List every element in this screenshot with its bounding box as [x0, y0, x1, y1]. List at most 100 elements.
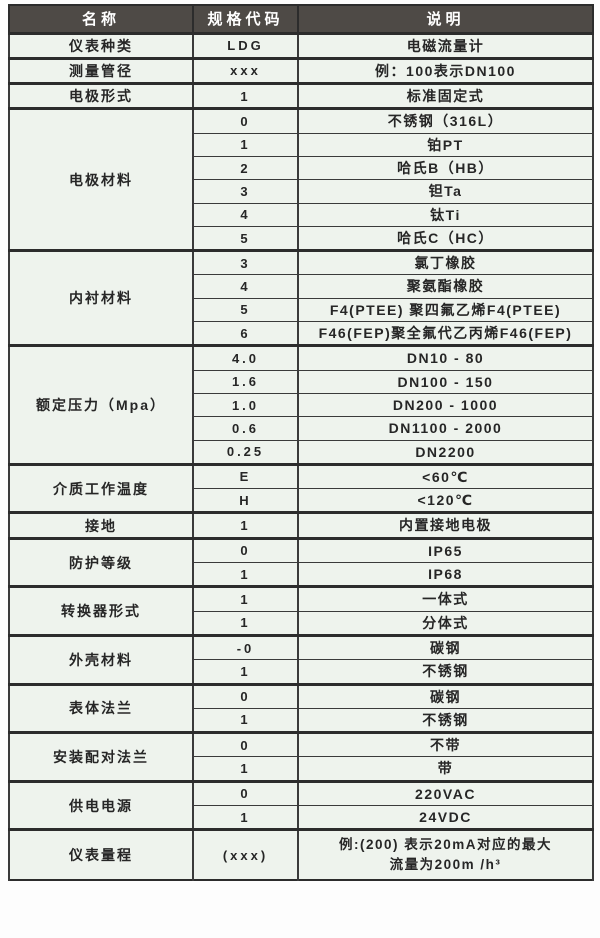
spec-description: 不锈钢	[297, 707, 594, 734]
spec-description: F4(PTEE) 聚四氟乙烯F4(PTEE)	[297, 297, 594, 323]
spec-description: 不带	[297, 731, 594, 758]
spec-description: 例：100表示DN100	[297, 56, 594, 85]
spec-code: 0.6	[192, 416, 299, 441]
spec-code: xxx	[192, 56, 299, 85]
table-row: 3 钽Ta	[9, 179, 594, 204]
table-row: 0.6 DN1100 - 2000	[9, 416, 594, 441]
group-name: 仪表量程	[8, 828, 194, 881]
table-row: 外壳材料 -0 碳钢	[8, 633, 594, 685]
table-row: 1.0 DN200 - 1000	[9, 392, 594, 418]
group-name: 测量管径	[8, 56, 194, 85]
spec-code: 0	[192, 731, 299, 758]
spec-description: 带	[297, 756, 594, 782]
spec-code: 1	[192, 756, 299, 782]
spec-description: <60℃	[297, 462, 594, 490]
group-name: 电极材料	[8, 107, 194, 252]
spec-description: 铂PT	[297, 132, 594, 157]
spec-description: 例:(200) 表示20mA对应的最大 流量为200m /h³	[297, 828, 594, 881]
table-row: 1 24VDC	[9, 804, 594, 831]
spec-code: 0	[192, 107, 299, 134]
spec-description: DN2200	[297, 439, 594, 465]
spec-description: 哈氏C（HC）	[297, 225, 594, 252]
group-name: 电极形式	[8, 82, 194, 110]
spec-description: 标准固定式	[297, 82, 594, 110]
table-row: 转换器形式 1 一体式	[8, 585, 594, 636]
spec-description: 分体式	[297, 610, 594, 636]
spec-code: H	[192, 488, 299, 514]
table-row: 电极形式 1 标准固定式	[8, 82, 594, 110]
table-row: 仪表量程 (xxx) 例:(200) 表示20mA对应的最大 流量为200m /h³	[8, 828, 594, 881]
spec-description: 不锈钢	[297, 659, 594, 685]
spec-code: 0.25	[192, 439, 299, 465]
spec-code: 4	[192, 274, 299, 299]
table-row: 测量管径 xxx 例：100表示DN100	[8, 56, 594, 85]
spec-description: 氯丁橡胶	[297, 249, 594, 276]
flow-meter-spec-table: 名称 规格代码 说明 仪表种类 LDG 电磁流量计 测量管径 xxx 例：100表示DN1…	[8, 4, 594, 881]
table-row: 2 哈氏B（HB）	[9, 155, 594, 181]
spec-description: 内置接地电极	[297, 511, 594, 539]
spec-code: 5	[192, 225, 299, 252]
spec-code: 1	[192, 511, 299, 539]
spec-code: E	[192, 462, 299, 490]
col-header-name: 名称	[8, 4, 194, 35]
spec-description: 电磁流量计	[297, 31, 594, 59]
spec-code: LDG	[192, 31, 299, 59]
table-row: 内衬材料 3 氯丁橡胶	[8, 249, 594, 347]
table-row: 5 哈氏C（HC）	[9, 225, 594, 252]
group-name: 内衬材料	[8, 249, 194, 347]
spec-code: 4.0	[192, 344, 299, 371]
table-row: 额定压力（Mpa） 4.0 DN10 - 80	[8, 344, 594, 465]
table-row: 仪表种类 LDG 电磁流量计	[8, 31, 594, 59]
spec-code: 1	[192, 804, 299, 831]
table-row: 4 钛Ti	[9, 202, 594, 227]
spec-description: F46(FEP)聚全氟代乙丙烯F46(FEP)	[297, 321, 594, 347]
group-name: 防护等级	[8, 536, 194, 588]
spec-code: 1	[192, 82, 299, 110]
spec-code: 3	[192, 249, 299, 276]
spec-description: 碳钢	[297, 682, 594, 709]
spec-code: 1	[192, 132, 299, 157]
group-name: 额定压力（Mpa）	[8, 344, 194, 465]
table-row: 介质工作温度 E <60℃	[8, 462, 594, 514]
table-row: 6 F46(FEP)聚全氟代乙丙烯F46(FEP)	[9, 321, 594, 347]
spec-code: 3	[192, 179, 299, 204]
table-row: 接地 1 内置接地电极	[8, 511, 594, 539]
col-header-description: 说明	[297, 4, 594, 35]
table-row: 供电电源 0 220VAC	[8, 779, 594, 831]
spec-code: 0	[192, 779, 299, 807]
table-row: 4 聚氨酯橡胶	[9, 274, 594, 299]
spec-description: IP68	[297, 562, 594, 588]
group-name: 安装配对法兰	[8, 731, 194, 782]
group-name: 介质工作温度	[8, 462, 194, 514]
group-name: 转换器形式	[8, 585, 194, 636]
group-name: 表体法兰	[8, 682, 194, 734]
spec-description: 不锈钢（316L）	[297, 107, 594, 134]
spec-code: 5	[192, 297, 299, 323]
group-name: 仪表种类	[8, 31, 194, 59]
spec-description: 哈氏B（HB）	[297, 155, 594, 181]
col-header-code: 规格代码	[192, 4, 299, 35]
table-row: 1 不锈钢	[9, 659, 594, 685]
spec-code: 4	[192, 202, 299, 227]
spec-code: 0	[192, 536, 299, 564]
header-row: 名称 规格代码 说明	[8, 4, 594, 35]
spec-code: -0	[192, 633, 299, 661]
table-body: 仪表种类 LDG 电磁流量计 测量管径 xxx 例：100表示DN100 电极形式 1 标准固定…	[8, 31, 594, 881]
spec-code: 1	[192, 707, 299, 734]
spec-code: (xxx)	[192, 828, 299, 881]
table-row: 防护等级 0 IP65	[8, 536, 594, 588]
spec-description: IP65	[297, 536, 594, 564]
table-row: 5 F4(PTEE) 聚四氟乙烯F4(PTEE)	[9, 297, 594, 323]
group-name: 供电电源	[8, 779, 194, 831]
spec-description: DN200 - 1000	[297, 392, 594, 418]
spec-code: 1	[192, 659, 299, 685]
spec-code: 1	[192, 610, 299, 636]
spec-description: 钛Ti	[297, 202, 594, 227]
spec-code: 1.6	[192, 369, 299, 394]
spec-description: 一体式	[297, 585, 594, 612]
table-row: H <120℃	[9, 488, 594, 514]
group-name: 外壳材料	[8, 633, 194, 685]
spec-description: 碳钢	[297, 633, 594, 661]
